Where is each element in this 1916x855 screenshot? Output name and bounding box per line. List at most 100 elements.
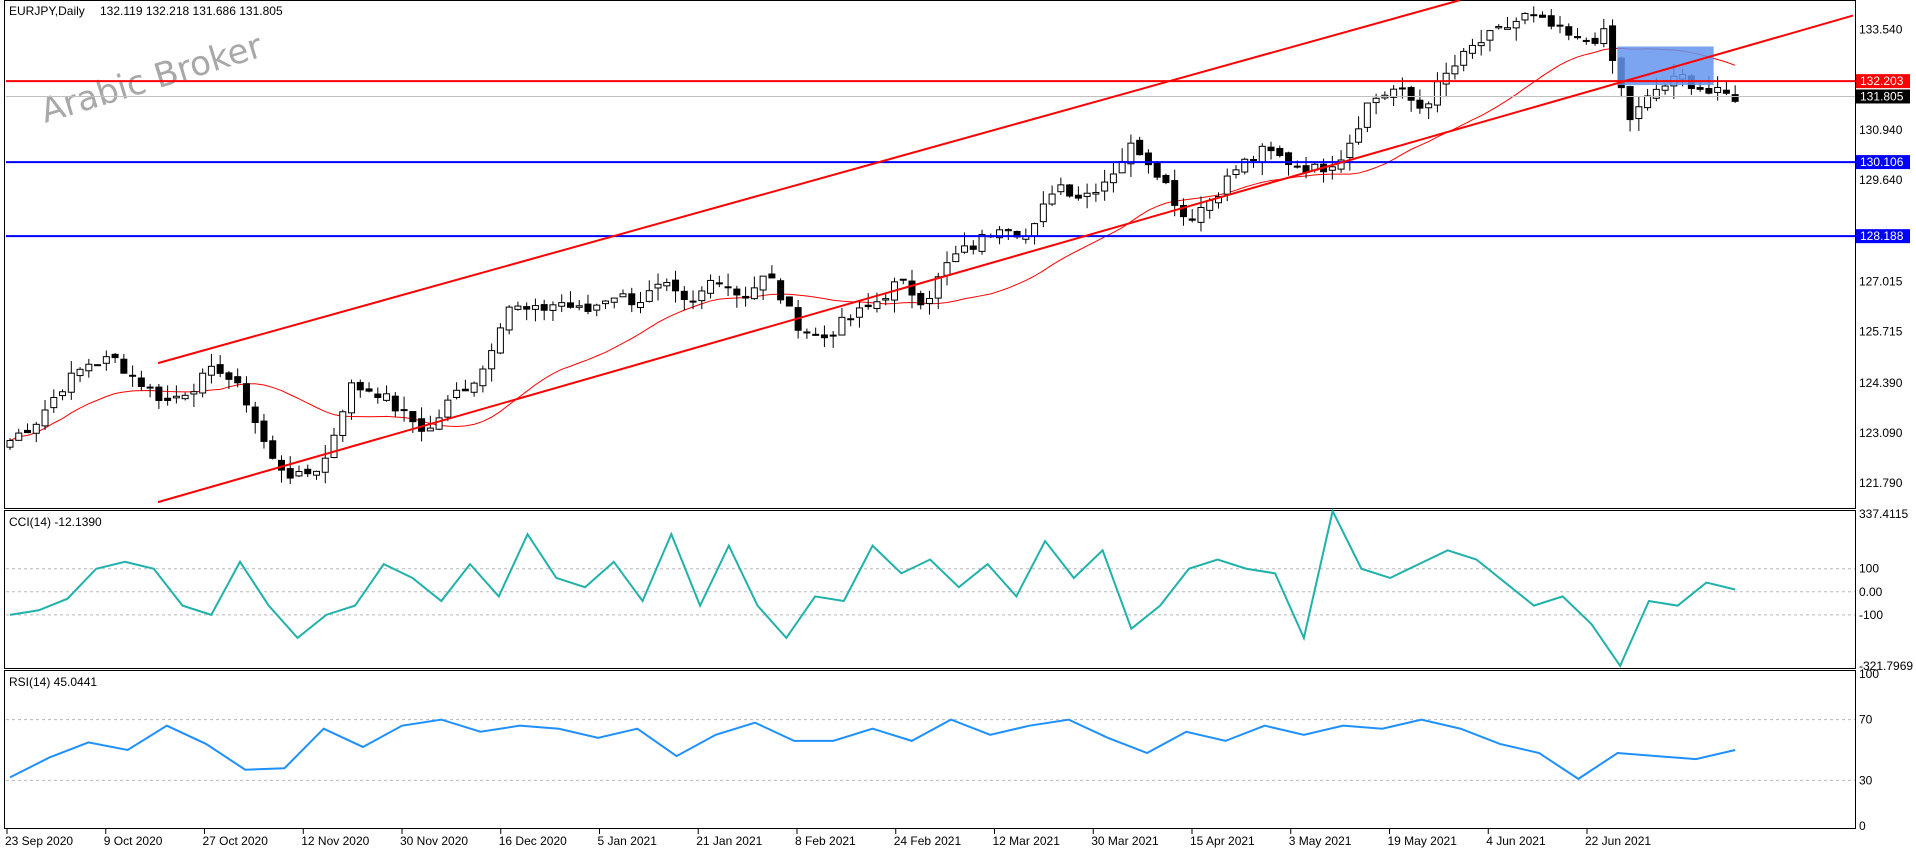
rsi-axis: 100 70 30 0 bbox=[1859, 667, 1879, 833]
rsi-line bbox=[9, 718, 1736, 781]
candle-body bbox=[269, 440, 277, 459]
candle-body bbox=[435, 417, 443, 430]
candle-body bbox=[1153, 161, 1161, 178]
cci-line bbox=[9, 508, 1736, 668]
candle-body bbox=[1197, 206, 1205, 223]
candle-body bbox=[908, 280, 916, 296]
panel-frames bbox=[4, 0, 1856, 829]
candle-body bbox=[707, 279, 715, 294]
time-label: 12 Mar 2021 bbox=[993, 834, 1061, 848]
candle-body bbox=[829, 334, 837, 337]
time-axis: 23 Sep 2020 9 Oct 2020 27 Oct 2020 12 Nov 2… bbox=[5, 829, 1651, 848]
moving-average-line bbox=[9, 47, 1736, 441]
candle-body bbox=[1328, 166, 1336, 171]
indicator-gridlines bbox=[6, 568, 1855, 781]
candle-body bbox=[899, 278, 907, 281]
candle-body bbox=[1276, 147, 1284, 157]
moving-average-layer bbox=[9, 47, 1736, 441]
candle-body bbox=[1039, 203, 1047, 223]
candle-body bbox=[400, 409, 408, 412]
candle-body bbox=[768, 273, 776, 279]
candle-body bbox=[111, 353, 119, 359]
time-label: 12 Nov 2020 bbox=[301, 834, 369, 848]
candle-body bbox=[1355, 128, 1363, 143]
candle-body bbox=[120, 358, 128, 374]
candle-body bbox=[1512, 20, 1520, 29]
price-tick-label: 133.540 bbox=[1859, 22, 1903, 36]
cci-tick-label: 337.4115 bbox=[1859, 507, 1908, 521]
candle-body bbox=[1066, 184, 1074, 197]
candle-body bbox=[321, 457, 329, 473]
candle-body bbox=[855, 307, 863, 318]
candle-body bbox=[926, 297, 933, 305]
candle-body bbox=[1530, 14, 1538, 17]
candle-body bbox=[917, 293, 925, 306]
candle-body bbox=[374, 393, 382, 398]
candle-body bbox=[943, 262, 951, 276]
candle-body bbox=[1521, 12, 1529, 21]
candle-body bbox=[76, 368, 84, 377]
candle-body bbox=[1337, 159, 1345, 170]
price-tick-label: 123.090 bbox=[1859, 426, 1903, 440]
rsi-tick-label: 100 bbox=[1859, 667, 1879, 681]
candle-body bbox=[628, 293, 636, 306]
time-label: 15 Apr 2021 bbox=[1190, 834, 1255, 848]
candle-body bbox=[514, 305, 522, 310]
candle-body bbox=[181, 394, 189, 400]
candle-body bbox=[1057, 184, 1065, 193]
candle-body bbox=[1214, 196, 1222, 204]
candle-body bbox=[1004, 229, 1012, 232]
time-label: 30 Mar 2021 bbox=[1091, 834, 1159, 848]
candle-body bbox=[1714, 86, 1722, 93]
candle-body bbox=[1171, 180, 1179, 206]
watermark: Arabic Broker bbox=[36, 26, 267, 131]
candle-body bbox=[391, 395, 399, 412]
candle-body bbox=[549, 304, 557, 311]
candle-body bbox=[1092, 191, 1100, 195]
time-label: 4 Jun 2021 bbox=[1486, 834, 1546, 848]
candle-body bbox=[531, 305, 539, 310]
candle-body bbox=[619, 293, 627, 298]
candle-body bbox=[260, 420, 268, 442]
time-label: 21 Jan 2021 bbox=[696, 834, 762, 848]
candle-body bbox=[1486, 30, 1494, 41]
candle-body bbox=[295, 471, 303, 477]
rsi-tick-label: 0 bbox=[1859, 819, 1866, 833]
cci-layer bbox=[9, 508, 1736, 668]
candle-body bbox=[969, 245, 977, 250]
candle-body bbox=[488, 350, 496, 370]
candle-body bbox=[1407, 87, 1415, 101]
candle-body bbox=[812, 333, 820, 336]
candle-body bbox=[286, 468, 294, 479]
candle-body bbox=[190, 391, 198, 395]
cci-tick-label: 100 bbox=[1859, 562, 1879, 576]
candle-body bbox=[558, 302, 566, 307]
time-label: 16 Dec 2020 bbox=[499, 834, 567, 848]
candle-body bbox=[313, 470, 320, 476]
candle-body bbox=[1074, 194, 1082, 199]
candle-body bbox=[409, 411, 417, 423]
candle-body bbox=[1722, 89, 1730, 94]
price-tag-bg bbox=[1856, 89, 1910, 104]
candle-body bbox=[540, 304, 548, 311]
candle-body bbox=[1556, 24, 1564, 27]
candle-body bbox=[1433, 81, 1441, 106]
candle-body bbox=[601, 300, 609, 305]
time-label: 27 Oct 2020 bbox=[203, 834, 269, 848]
candle-body bbox=[750, 287, 758, 300]
candle-body bbox=[566, 302, 574, 308]
candle-body bbox=[1223, 175, 1231, 195]
candle-body bbox=[24, 429, 32, 434]
candle-body bbox=[102, 356, 110, 364]
candle-body bbox=[155, 386, 163, 401]
cci-tick-label: -100 bbox=[1859, 608, 1883, 622]
price-tag-bg bbox=[1856, 229, 1910, 244]
candle-body bbox=[1442, 72, 1450, 85]
candle-body bbox=[1031, 223, 1039, 237]
candle-body bbox=[1136, 139, 1144, 156]
candle-body bbox=[225, 372, 233, 380]
candle-body bbox=[15, 432, 23, 441]
rsi-panel-frame bbox=[4, 670, 1856, 829]
candle-body bbox=[216, 364, 224, 374]
candle-body bbox=[453, 389, 461, 399]
